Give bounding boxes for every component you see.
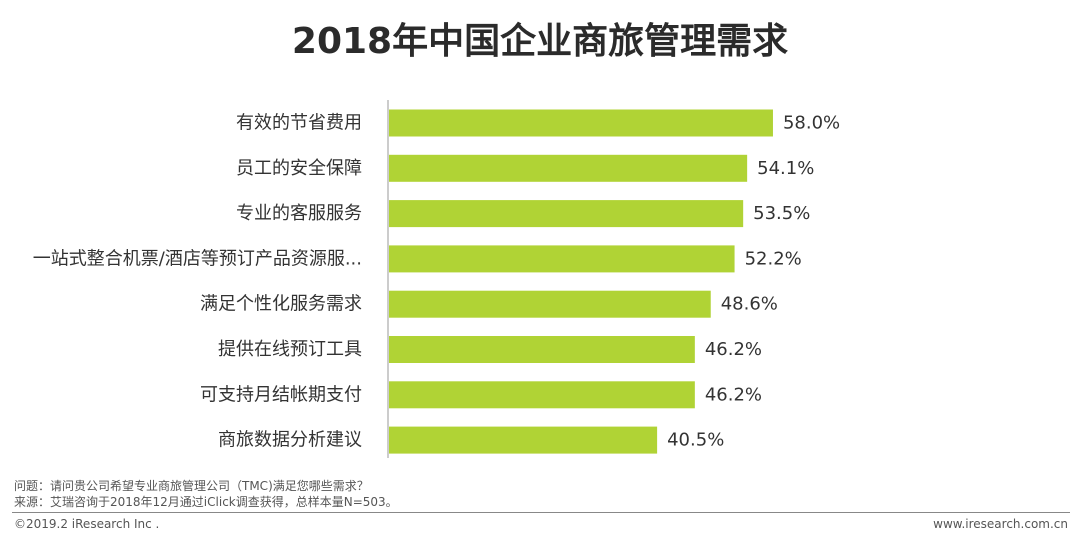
website-link[interactable]: www.iresearch.com.cn: [933, 517, 1068, 531]
bar: [389, 200, 744, 228]
category-tick-label: 满足个性化服务需求: [200, 294, 362, 315]
bar: [389, 426, 658, 454]
bar-value-label: 58.0%: [783, 113, 840, 134]
bar: [389, 290, 711, 318]
bar: [389, 154, 748, 182]
category-tick-label: 提供在线预订工具: [218, 339, 362, 360]
bar: [389, 245, 735, 273]
bar: [389, 381, 695, 409]
bar-value-label: 52.2%: [745, 248, 802, 269]
category-tick-label: 员工的安全保障: [236, 158, 362, 179]
bar-value-label: 54.1%: [757, 158, 814, 179]
category-tick-label: 一站式整合机票/酒店等预订产品资源服...: [33, 248, 362, 269]
footer-divider: [12, 512, 1070, 513]
survey-question-note: 问题：请问贵公司希望专业商旅管理公司（TMC)满足您哪些需求？: [14, 479, 369, 493]
category-tick-label: 商旅数据分析建议: [218, 430, 362, 451]
bar-chart: 有效的节省费用 58.0% 员工的安全保障 54.1% 专业的客服服务 53.5% 一站式整…: [33, 100, 840, 458]
source-note: 来源：艾瑞咨询于2018年12月通过iClick调查获得，总样本量N=503。: [14, 495, 398, 509]
bar: [389, 109, 773, 137]
chart-title: 2018年中国企业商旅管理需求: [291, 21, 789, 62]
category-tick-label: 有效的节省费用: [236, 113, 362, 134]
category-tick-label: 专业的客服服务: [236, 203, 362, 224]
bar-value-label: 40.5%: [667, 430, 724, 451]
copyright-text: ©2019.2 iResearch Inc .: [14, 517, 160, 531]
bar-value-label: 46.2%: [705, 384, 762, 405]
bar-value-label: 48.6%: [721, 294, 778, 315]
bar-value-label: 46.2%: [705, 339, 762, 360]
category-tick-label: 可支持月结帐期支付: [200, 384, 362, 405]
bar-value-label: 53.5%: [753, 203, 810, 224]
bar: [389, 336, 695, 363]
